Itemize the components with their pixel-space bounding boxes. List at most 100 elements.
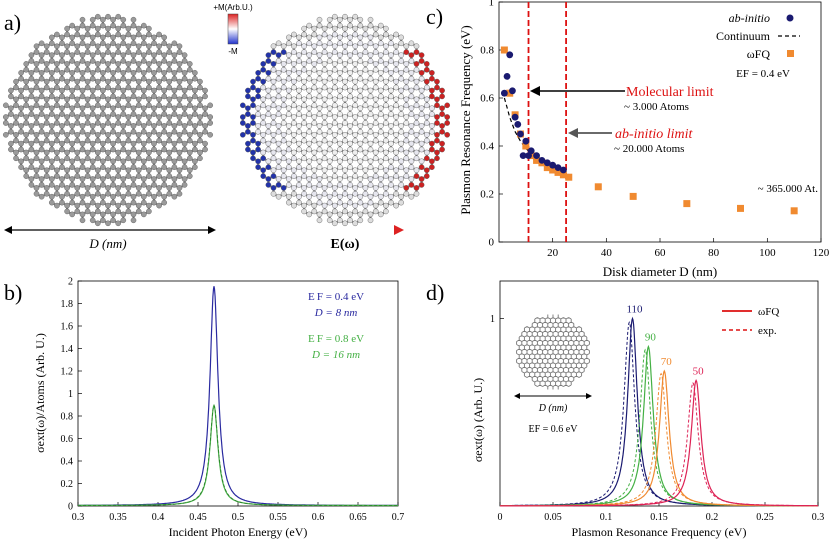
- atom: [413, 43, 420, 50]
- atom: [388, 128, 394, 135]
- atom: [255, 75, 261, 82]
- atom: [408, 111, 415, 117]
- atom: [186, 137, 193, 144]
- field-arrow: [285, 225, 404, 235]
- atom: [403, 43, 410, 50]
- atom: [110, 70, 116, 76]
- atom: [316, 105, 323, 111]
- atom: [79, 199, 86, 206]
- atom: [120, 70, 127, 76]
- atom: [352, 78, 359, 85]
- atom: [337, 16, 343, 23]
- atom: [171, 87, 178, 94]
- atom: [418, 158, 425, 165]
- atom: [69, 146, 75, 153]
- atom: [171, 140, 178, 147]
- legend-continuum: Continuum: [716, 29, 771, 43]
- atom: [408, 93, 415, 100]
- atom: [357, 176, 364, 182]
- atom: [291, 96, 297, 103]
- atom: [192, 164, 198, 170]
- atom: [192, 75, 198, 82]
- atom: [110, 182, 116, 188]
- abinitio-point: [522, 137, 530, 145]
- atom: [84, 78, 91, 85]
- atom: [84, 131, 91, 138]
- atom: [95, 25, 101, 32]
- atom: [151, 40, 157, 47]
- atom: [95, 61, 101, 67]
- colorbar-top-label: +M(Arb.U.): [213, 3, 253, 12]
- atom: [23, 173, 30, 179]
- atom: [357, 34, 364, 41]
- x-tick-label: 120: [813, 247, 830, 259]
- atom: [13, 149, 19, 156]
- atom: [161, 105, 167, 111]
- atom: [100, 58, 106, 64]
- atom: [301, 190, 307, 197]
- atom: [265, 93, 272, 100]
- atom: [367, 123, 374, 129]
- atom: [74, 149, 81, 156]
- atom: [161, 87, 167, 94]
- atom: [383, 120, 389, 126]
- atom: [28, 111, 35, 117]
- atom: [398, 158, 405, 165]
- atom: [311, 131, 318, 138]
- atom: [357, 58, 364, 64]
- atom: [270, 137, 277, 144]
- atom: [171, 182, 178, 188]
- atom: [23, 120, 30, 126]
- atom: [260, 61, 267, 67]
- atom: [265, 123, 272, 129]
- atom: [28, 146, 35, 153]
- atom: [28, 58, 35, 64]
- atom: [100, 87, 106, 94]
- atom: [166, 67, 173, 73]
- atom: [367, 34, 374, 41]
- chart-b: 0.3 0.35 0.4 0.45 0.5 0.55 0.6 0.65 0.700.20.40.…: [33, 277, 404, 540]
- atom: [280, 67, 287, 73]
- atom: [296, 146, 302, 153]
- atom: [192, 146, 198, 153]
- atom: [49, 93, 55, 100]
- atom: [49, 182, 55, 188]
- atom: [413, 185, 420, 191]
- atom: [79, 70, 86, 76]
- atom: [59, 52, 65, 58]
- atom: [444, 131, 451, 138]
- atom: [306, 22, 313, 29]
- atom: [311, 67, 318, 73]
- atom: [439, 111, 445, 117]
- atom: [197, 102, 203, 109]
- atom: [352, 202, 359, 209]
- x-tick-label: 0.5: [232, 512, 245, 523]
- atom: [413, 67, 420, 73]
- atom: [321, 173, 328, 179]
- atom: [388, 140, 394, 147]
- atom: [186, 96, 193, 103]
- atom: [413, 173, 420, 179]
- atom: [89, 140, 96, 147]
- atom: [398, 75, 405, 82]
- atom: [89, 70, 96, 76]
- atom: [413, 114, 420, 120]
- atom: [176, 190, 183, 197]
- atom: [260, 173, 267, 179]
- atom: [321, 149, 328, 156]
- bond-layer: [241, 15, 449, 225]
- atom: [186, 167, 193, 173]
- atom: [352, 31, 359, 38]
- atom: [74, 61, 81, 67]
- atom: [54, 67, 60, 73]
- atom: [316, 40, 323, 47]
- atom: [146, 61, 152, 67]
- atom: [140, 111, 147, 117]
- atom: [434, 137, 440, 144]
- bonds: [241, 15, 449, 225]
- atom: [130, 146, 137, 153]
- atom: [100, 16, 106, 23]
- atom: [192, 140, 198, 147]
- atom: [250, 131, 256, 138]
